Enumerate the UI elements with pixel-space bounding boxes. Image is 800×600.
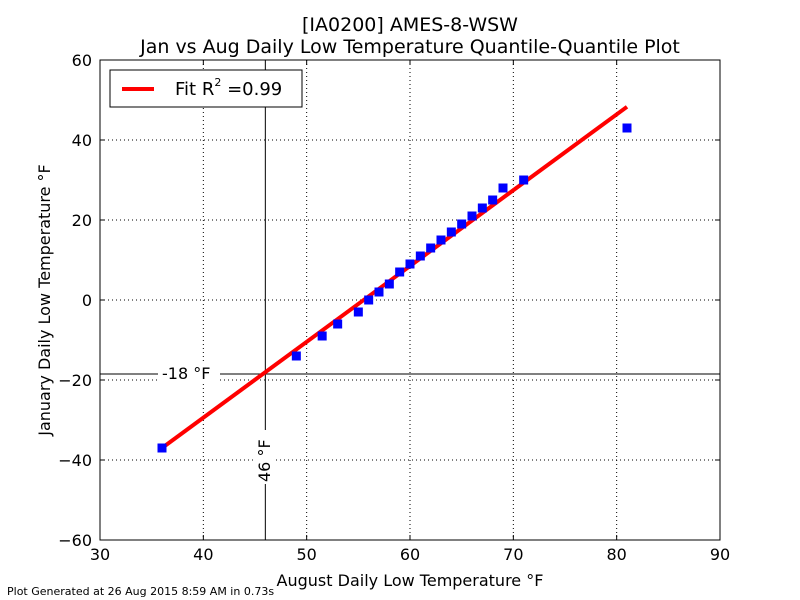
horizontal-ref-label-bg bbox=[158, 362, 220, 384]
data-point bbox=[519, 175, 529, 185]
y-axis-label-unit: °F bbox=[35, 164, 54, 181]
data-point bbox=[622, 123, 632, 133]
x-tick-label: 70 bbox=[503, 545, 523, 564]
fit-line-layer bbox=[160, 105, 629, 450]
chart-title-line1: [IA0200] AMES-8-WSW bbox=[302, 14, 518, 36]
y-tick-label: −40 bbox=[58, 451, 92, 470]
chart-title-line2: Jan vs Aug Daily Low Temperature Quantil… bbox=[139, 36, 680, 58]
x-tick-label: 60 bbox=[400, 545, 420, 564]
data-point bbox=[488, 195, 498, 205]
data-point bbox=[333, 319, 343, 329]
legend-fit-label: Fit R2 =0.99 bbox=[175, 76, 282, 100]
plot-frame bbox=[99, 59, 721, 541]
y-tick-label: 0 bbox=[82, 291, 92, 310]
horizontal-ref-annotation: -18 °F bbox=[158, 362, 220, 384]
horizontal-ref-label: -18 °F bbox=[162, 364, 210, 383]
x-axis-label: August Daily Low Temperature °F bbox=[277, 571, 544, 590]
x-axis-label-main: August Daily Low Temperature bbox=[277, 571, 527, 590]
x-axis-label-unit: °F bbox=[526, 571, 543, 590]
data-point bbox=[374, 287, 384, 297]
legend-fit-sup: 2 bbox=[214, 76, 221, 89]
data-point bbox=[291, 351, 301, 361]
data-point bbox=[446, 227, 456, 237]
y-tick-label: −60 bbox=[58, 531, 92, 550]
data-point bbox=[467, 211, 477, 221]
data-point bbox=[436, 235, 446, 245]
y-tick-label: −20 bbox=[58, 371, 92, 390]
y-tick-label: 40 bbox=[72, 131, 92, 150]
data-point bbox=[364, 295, 374, 305]
y-axis-label-main: January Daily Low Temperature bbox=[35, 181, 54, 436]
data-point bbox=[415, 251, 425, 261]
vertical-ref-label: 46 °F bbox=[255, 439, 274, 482]
data-point bbox=[317, 331, 327, 341]
y-tick-label: 60 bbox=[72, 51, 92, 70]
y-tick-label: 20 bbox=[72, 211, 92, 230]
generated-footer: Plot Generated at 26 Aug 2015 8:59 AM in… bbox=[7, 585, 274, 598]
data-point bbox=[353, 307, 363, 317]
data-point bbox=[405, 259, 415, 269]
x-tick-label: 90 bbox=[710, 545, 730, 564]
axis-ticks: 30 40 50 60 70 80 90 −60 −40 −20 0 20 40 60 bbox=[58, 51, 730, 564]
legend: Fit R2 =0.99 bbox=[109, 69, 303, 108]
data-point bbox=[477, 203, 487, 213]
grid-lines bbox=[100, 60, 720, 540]
data-points bbox=[157, 123, 632, 453]
data-point bbox=[395, 267, 405, 277]
fit-line bbox=[160, 105, 629, 450]
y-axis-label: January Daily Low Temperature °F bbox=[35, 164, 54, 437]
vertical-ref-label-bg bbox=[254, 430, 276, 484]
x-tick-label: 40 bbox=[193, 545, 213, 564]
x-tick-label: 80 bbox=[606, 545, 626, 564]
data-point bbox=[384, 279, 394, 289]
legend-fit-value: =0.99 bbox=[221, 79, 282, 100]
data-point bbox=[157, 443, 167, 453]
legend-fit-main: Fit R bbox=[175, 79, 214, 100]
x-tick-label: 50 bbox=[296, 545, 316, 564]
data-point bbox=[498, 183, 508, 193]
data-point bbox=[426, 243, 436, 253]
vertical-ref-annotation: 46 °F bbox=[254, 430, 276, 484]
x-tick-label: 30 bbox=[90, 545, 110, 564]
data-point bbox=[457, 219, 467, 229]
